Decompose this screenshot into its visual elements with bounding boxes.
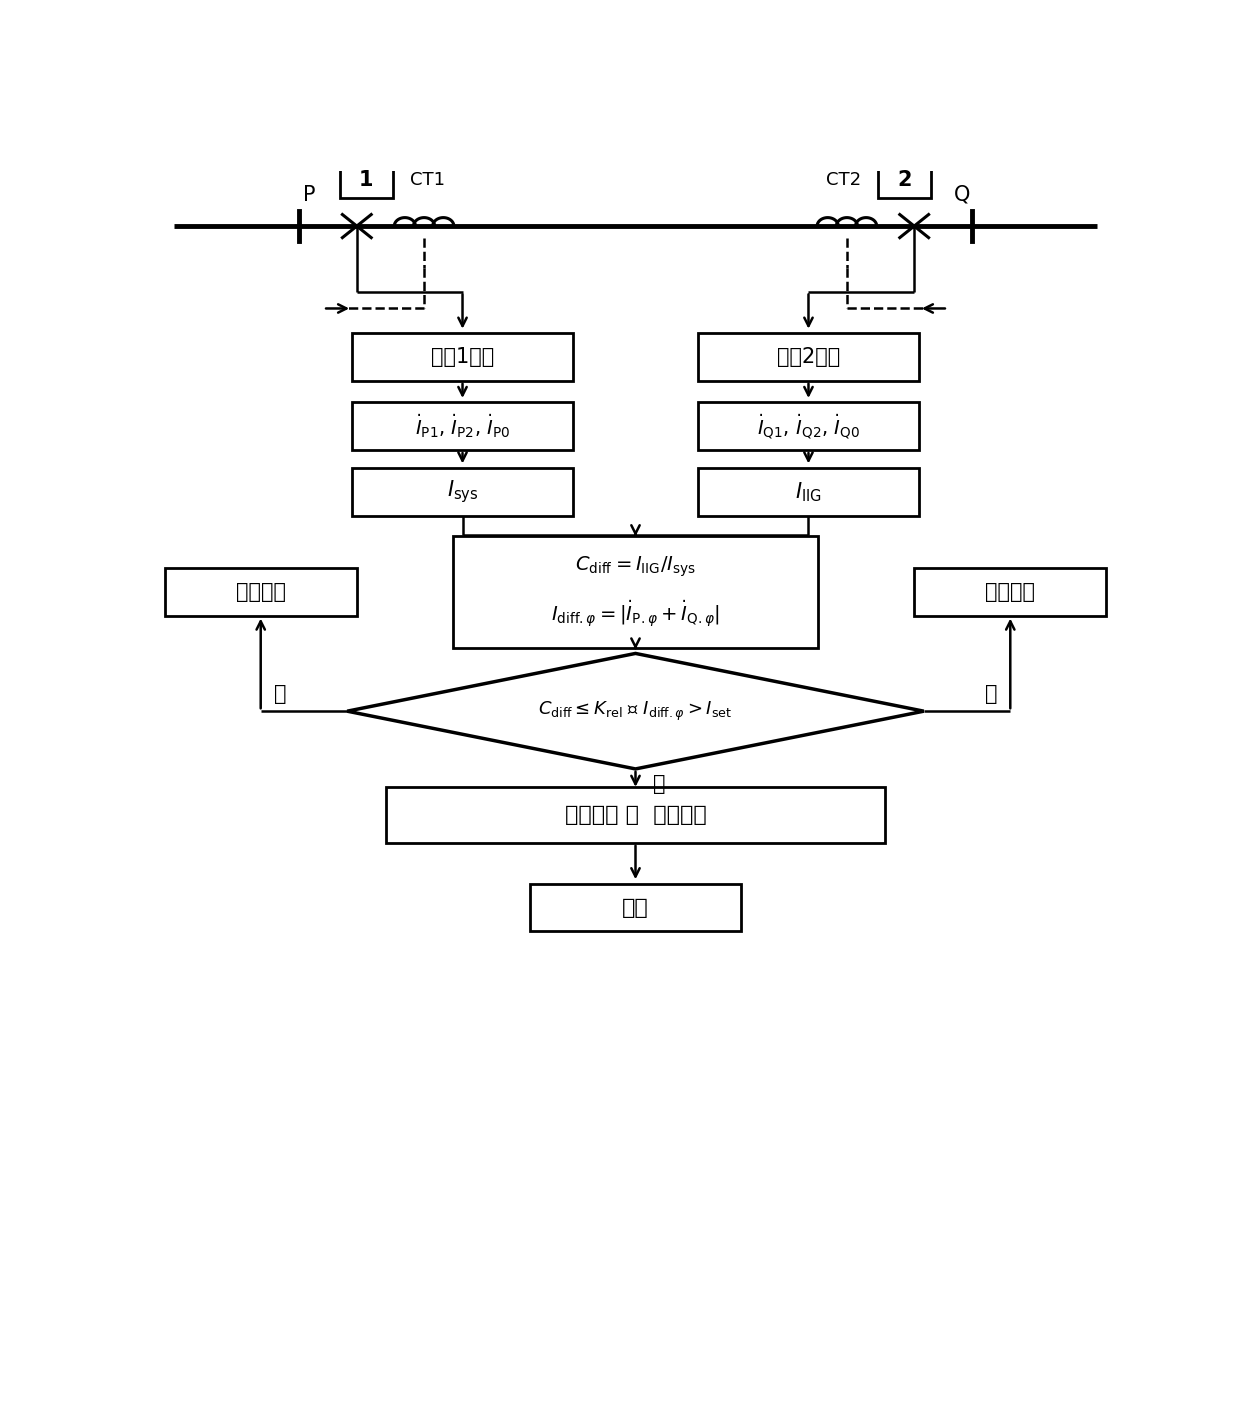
Text: $\dot{I}_{\rm Q1}$, $\dot{I}_{\rm Q2}$, $\dot{I}_{\rm Q0}$: $\dot{I}_{\rm Q1}$, $\dot{I}_{\rm Q2}$, … <box>756 412 861 441</box>
Text: 2: 2 <box>898 169 911 191</box>
Text: 是: 是 <box>274 684 286 704</box>
Bar <box>453 536 818 647</box>
Text: $I_{\rm IIG}$: $I_{\rm IIG}$ <box>795 481 822 503</box>
Text: P: P <box>303 185 315 205</box>
Bar <box>914 567 1106 616</box>
Bar <box>386 788 885 843</box>
Text: CT1: CT1 <box>409 171 445 189</box>
Text: Q: Q <box>954 185 971 205</box>
Text: CT2: CT2 <box>826 171 862 189</box>
Text: 区外故障 或  正常情况: 区外故障 或 正常情况 <box>564 805 707 825</box>
Bar <box>529 883 742 931</box>
Text: $C_{\rm diff} = I_{\rm IIG}/I_{\rm sys}$: $C_{\rm diff} = I_{\rm IIG}/I_{\rm sys}$ <box>575 555 696 579</box>
Bar <box>352 333 573 381</box>
Bar <box>698 333 919 381</box>
Bar <box>352 468 573 516</box>
Bar <box>878 162 931 198</box>
Bar <box>165 567 357 616</box>
Text: 保护1电流: 保护1电流 <box>430 347 495 367</box>
Text: $I_{\rm sys}$: $I_{\rm sys}$ <box>446 478 479 505</box>
Bar <box>352 402 573 451</box>
Text: 区内故障: 区内故障 <box>236 582 285 602</box>
Bar <box>698 468 919 516</box>
Text: 结束: 结束 <box>622 897 649 917</box>
Text: $C_{\rm diff} \leq K_{\rm rel}$ 或 $I_{{\rm diff}.\varphi} > I_{\rm set}$: $C_{\rm diff} \leq K_{\rm rel}$ 或 $I_{{\… <box>538 700 733 722</box>
Polygon shape <box>347 654 924 769</box>
Text: 是: 是 <box>985 684 997 704</box>
Bar <box>698 402 919 451</box>
Text: $I_{{\rm diff}.\varphi} = |\dot{I}_{{\rm P}.\varphi} + \dot{I}_{{\rm Q}.\varphi}: $I_{{\rm diff}.\varphi} = |\dot{I}_{{\rm… <box>551 600 720 630</box>
Bar <box>340 162 393 198</box>
Text: 1: 1 <box>360 169 373 191</box>
Text: $\dot{I}_{\rm P1}$, $\dot{I}_{\rm P2}$, $\dot{I}_{\rm P0}$: $\dot{I}_{\rm P1}$, $\dot{I}_{\rm P2}$, … <box>414 412 511 441</box>
Text: 保护2电流: 保护2电流 <box>776 347 841 367</box>
Text: 区内故障: 区内故障 <box>986 582 1035 602</box>
Text: 否: 否 <box>652 775 666 795</box>
